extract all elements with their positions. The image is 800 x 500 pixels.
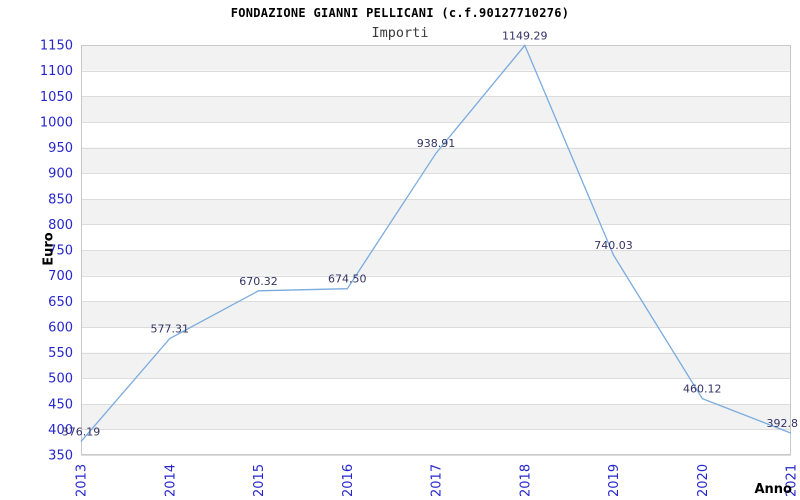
plot-band [81, 250, 791, 276]
y-tick-label: 700 [48, 269, 73, 284]
y-tick-label: 750 [48, 244, 73, 259]
y-tick-label: 350 [48, 449, 73, 464]
x-tick-label: 2014 [163, 464, 178, 497]
x-tick-label: 2017 [430, 464, 445, 497]
y-tick-label: 650 [48, 295, 73, 310]
point-value-label: 577.31 [151, 323, 190, 336]
x-axis-title: Anno [754, 482, 792, 497]
y-tick-label: 850 [48, 192, 73, 207]
y-tick-label: 1100 [40, 64, 73, 79]
plot-band [81, 403, 791, 430]
y-tick-label: 1000 [40, 115, 73, 130]
chart-title: FONDAZIONE GIANNI PELLICANI (c.f.9012771… [230, 6, 570, 20]
plot-band [81, 352, 791, 379]
y-tick-label: 500 [48, 372, 73, 387]
point-value-label: 674.50 [328, 273, 367, 286]
point-value-label: 938.91 [417, 137, 456, 150]
plot-band [81, 96, 791, 122]
plot-band [81, 45, 791, 71]
plot-border [81, 45, 791, 455]
y-tick-label: 1050 [40, 90, 73, 105]
x-tick-label: 2015 [252, 464, 267, 497]
data-series-line [80, 44, 792, 443]
plot-band [81, 198, 791, 225]
plot-band [81, 147, 791, 174]
point-value-label: 376.19 [62, 426, 101, 439]
x-tick-label: 2021 [785, 464, 800, 497]
x-tick-label: 2020 [696, 464, 711, 497]
x-tick-label: 2018 [518, 464, 533, 497]
y-tick-label: 950 [48, 141, 73, 156]
y-tick-label: 400 [48, 423, 73, 438]
y-axis-title: Euro [41, 232, 57, 266]
y-tick-label: 900 [48, 167, 73, 182]
y-tick-label: 600 [48, 320, 73, 335]
chart-subtitle: Importi [371, 25, 429, 41]
y-tick-label: 550 [48, 346, 73, 361]
x-tick-label: 2019 [607, 464, 622, 497]
y-tick-label: 450 [48, 397, 73, 412]
point-value-label: 1149.29 [502, 29, 548, 42]
point-value-label: 670.32 [239, 275, 278, 288]
x-tick-label: 2016 [341, 464, 356, 497]
y-tick-label: 800 [48, 218, 73, 233]
x-tick-label: 2013 [75, 464, 90, 497]
y-tick-label: 1150 [40, 39, 73, 54]
point-value-label: 392.8 [767, 417, 799, 430]
point-value-label: 740.03 [594, 239, 633, 252]
point-value-label: 460.12 [683, 383, 722, 396]
